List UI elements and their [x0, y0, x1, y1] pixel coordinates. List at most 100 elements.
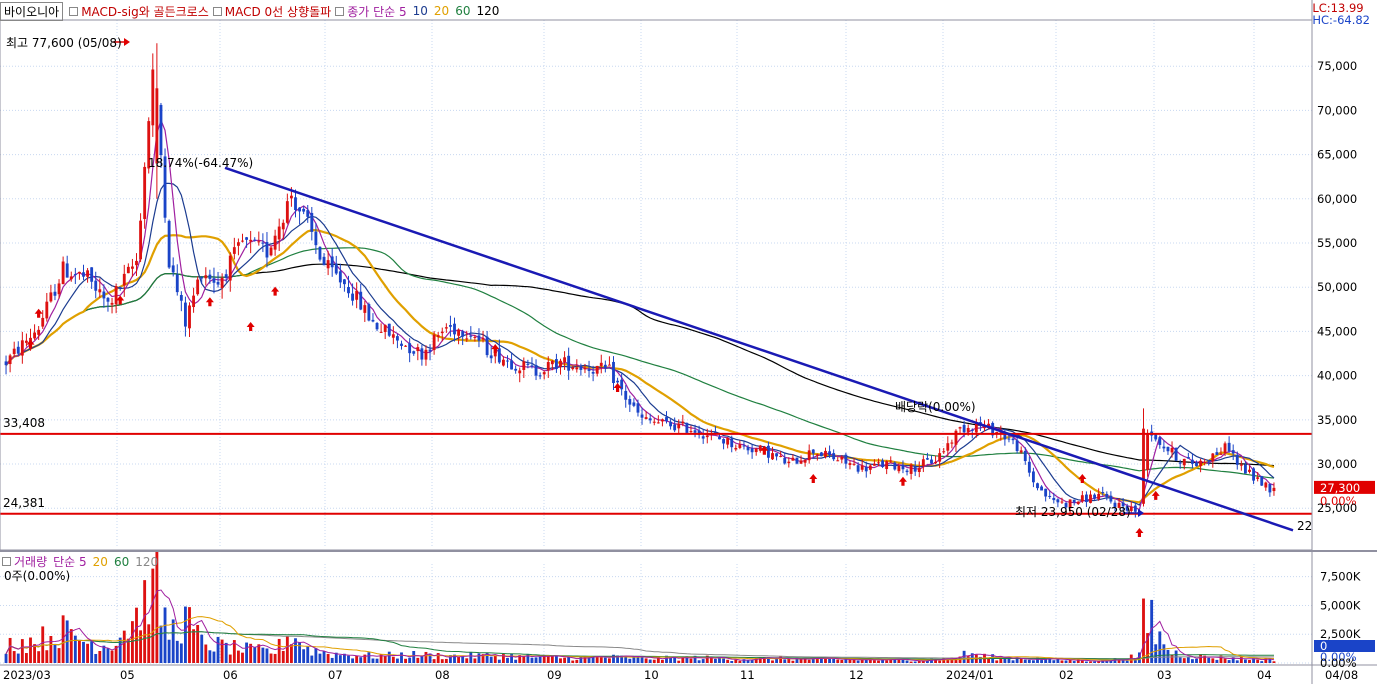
volume-bar	[1097, 660, 1101, 663]
candle-body	[705, 435, 709, 438]
volume-tick-label: 2,500K	[1320, 627, 1361, 641]
price-tick-label: 65,000	[1317, 148, 1357, 162]
volume-bar	[12, 651, 16, 663]
volume-bar	[444, 658, 448, 663]
candle-body	[722, 439, 726, 444]
volume-bar	[852, 659, 856, 663]
candle-body	[1162, 446, 1166, 449]
volume-bar	[942, 657, 946, 663]
symbol-name[interactable]: 바이오니아	[0, 1, 64, 21]
volume-bar	[811, 657, 815, 663]
volume-bar	[1068, 659, 1072, 663]
candle-body	[1170, 447, 1174, 453]
candle-body	[1133, 505, 1137, 512]
volume-bar	[836, 659, 840, 663]
candle-body	[1072, 499, 1076, 503]
legend-item-macd-golden[interactable]: MACD-sig와 골든크로스	[81, 4, 209, 19]
candle-body	[400, 343, 403, 346]
candle-body	[330, 256, 334, 268]
candle-body	[844, 454, 848, 464]
volume-bar	[257, 644, 261, 663]
volume-legend-ma5[interactable]: 단순 5	[53, 555, 87, 569]
volume-bar	[771, 660, 774, 663]
volume-bar	[188, 607, 191, 663]
candle-body	[636, 403, 640, 413]
candle-body	[289, 195, 293, 199]
pct-change-annotation: 18.74%(-64.47%)	[148, 156, 253, 170]
candle-body	[640, 414, 644, 418]
month-label: 04	[1257, 668, 1272, 682]
candle-body	[20, 340, 24, 356]
volume-bar	[550, 656, 554, 663]
volume-bar	[461, 656, 465, 663]
candle-body	[220, 277, 224, 288]
candle-body	[314, 231, 318, 246]
volume-bar	[518, 655, 522, 663]
candle-body	[872, 463, 876, 466]
volume-bar	[110, 650, 114, 663]
volume-legend-ma60[interactable]: 60	[113, 554, 130, 569]
candle-body	[1223, 443, 1227, 453]
legend-item-ma20[interactable]: 20	[433, 4, 450, 18]
volume-bar	[367, 652, 371, 663]
candle-body	[16, 346, 20, 354]
volume-bar	[705, 655, 709, 663]
volume-legend-box	[2, 557, 11, 566]
volume-bar	[677, 660, 681, 663]
candle-body	[249, 239, 253, 242]
volume-bar	[130, 621, 134, 663]
candle-body	[909, 464, 913, 474]
candle-body	[359, 291, 363, 310]
volume-bar	[265, 648, 269, 663]
volume-bar	[1264, 658, 1268, 663]
volume-bar	[457, 656, 461, 663]
candle-body	[1019, 450, 1023, 453]
volume-bar	[196, 624, 200, 663]
volume-bar	[1215, 659, 1219, 663]
candle-body	[183, 302, 187, 327]
volume-bar	[302, 649, 306, 663]
legend-item-ma5[interactable]: 종가 단순 5	[347, 4, 407, 19]
candle-body	[236, 242, 240, 246]
volume-bar	[587, 656, 591, 663]
candle-body	[269, 247, 273, 256]
candle-body	[758, 445, 762, 451]
volume-bar	[1260, 661, 1264, 663]
candle-body	[1178, 462, 1182, 464]
candle-body	[1239, 464, 1243, 466]
candle-body	[819, 452, 823, 457]
candle-body	[334, 263, 338, 274]
volume-legend-ma120[interactable]: 120	[135, 554, 159, 569]
legend-item-ma60[interactable]: 60	[455, 4, 471, 18]
volume-bar	[232, 640, 236, 663]
volume-legend-ma20[interactable]: 20	[92, 554, 108, 569]
volume-bar	[571, 660, 575, 663]
candle-body	[1154, 434, 1158, 440]
candle-body	[1093, 494, 1097, 499]
month-label: 2023/03	[3, 668, 51, 682]
volume-bar	[183, 606, 187, 663]
volume-bar	[432, 659, 436, 663]
volume-bar	[534, 657, 538, 663]
candle-body	[151, 69, 155, 126]
legend-item-ma120[interactable]: 120	[476, 4, 500, 18]
volume-bar	[1044, 659, 1048, 663]
candle-body	[1084, 494, 1088, 503]
candle-body	[726, 438, 730, 445]
legend-item-macd-zero[interactable]: MACD 0선 상향돌파	[224, 4, 332, 19]
volume-pct-label: 0.00%	[1320, 650, 1357, 664]
candle-body	[118, 286, 122, 288]
volume-bar	[342, 653, 346, 663]
candle-body	[428, 349, 432, 352]
volume-bar	[1007, 656, 1011, 663]
candle-body	[612, 361, 615, 384]
candle-body	[518, 370, 522, 374]
volume-bar	[799, 658, 803, 663]
volume-title[interactable]: 거래량	[14, 555, 48, 569]
signal-up-marker	[1151, 490, 1160, 500]
legend-item-ma10[interactable]: 10	[412, 4, 428, 18]
volume-bar	[334, 652, 338, 663]
volume-bar	[889, 658, 893, 663]
volume-bar	[322, 651, 326, 663]
